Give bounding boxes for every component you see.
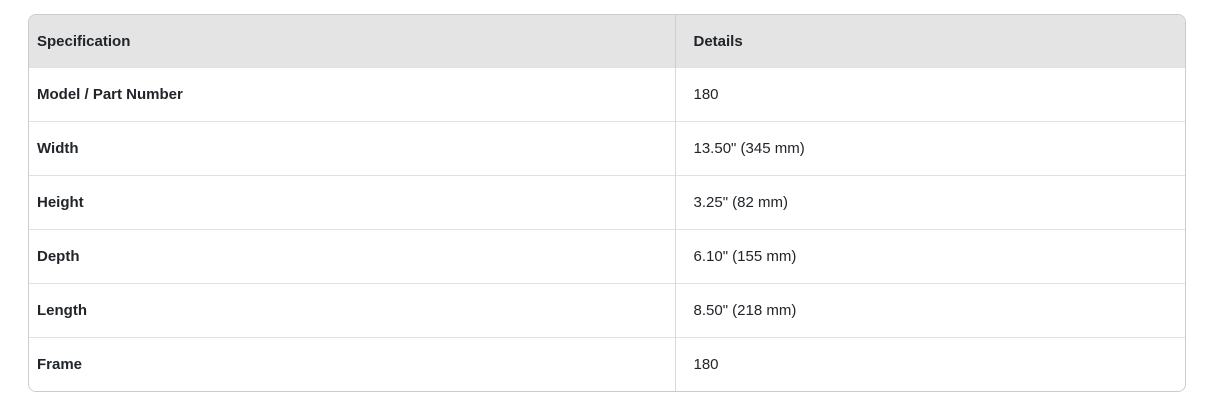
table-header-row: Specification Details [29, 15, 1185, 68]
table-row: Length 8.50" (218 mm) [29, 283, 1185, 338]
details-cell-width: 13.50" (345 mm) [674, 121, 1185, 176]
table-row: Frame 180 [29, 337, 1185, 391]
table-row: Height 3.25" (82 mm) [29, 175, 1185, 230]
details-cell-model-part-number: 180 [674, 67, 1185, 122]
table-row: Depth 6.10" (155 mm) [29, 229, 1185, 284]
spec-cell-depth: Depth [29, 229, 675, 284]
details-cell-length: 8.50" (218 mm) [674, 283, 1185, 338]
table-row: Width 13.50" (345 mm) [29, 121, 1185, 176]
spec-cell-height: Height [29, 175, 675, 230]
specification-table-container: Specification Details Model / Part Numbe… [28, 14, 1186, 392]
header-cell-details: Details [674, 15, 1185, 68]
spec-cell-length: Length [29, 283, 675, 338]
spec-cell-width: Width [29, 121, 675, 176]
spec-cell-model-part-number: Model / Part Number [29, 67, 675, 122]
details-cell-height: 3.25" (82 mm) [674, 175, 1185, 230]
header-cell-specification: Specification [29, 15, 675, 68]
specification-table: Specification Details Model / Part Numbe… [29, 15, 1185, 391]
details-cell-depth: 6.10" (155 mm) [674, 229, 1185, 284]
details-cell-frame: 180 [674, 337, 1185, 391]
spec-cell-frame: Frame [29, 337, 675, 391]
table-row: Model / Part Number 180 [29, 67, 1185, 122]
